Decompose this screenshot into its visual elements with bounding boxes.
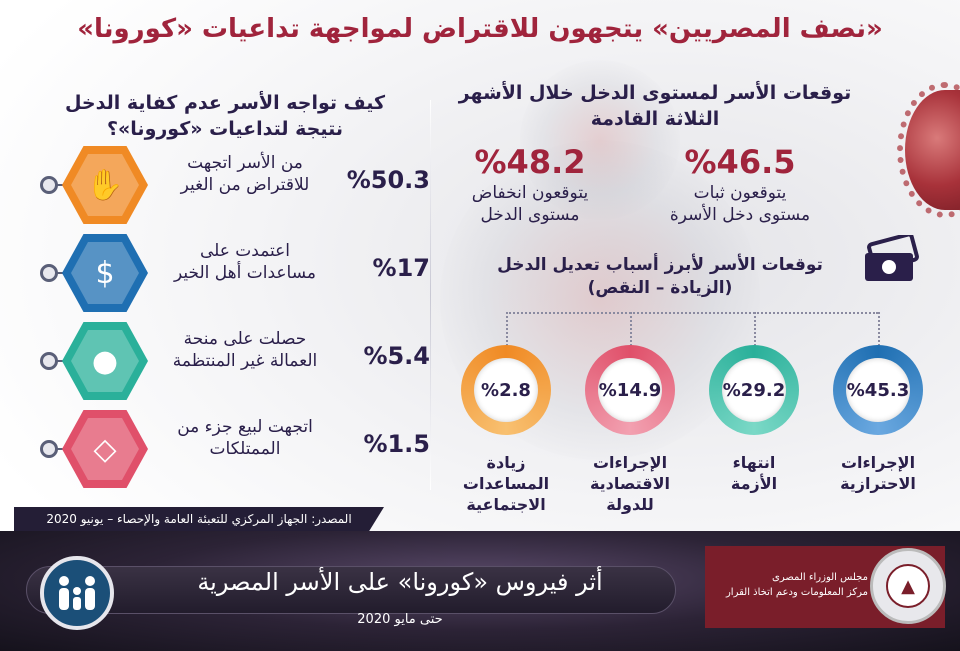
item-caption-line2: الممتلكات (209, 439, 281, 459)
list-item: ◇ اتجهت لبيع جزء من الممتلكات %1.5 (30, 404, 430, 494)
family-icon (40, 556, 114, 630)
source-note: المصدر: الجهاز المركزي للتعبئة العامة وا… (14, 507, 384, 531)
coin-hand-icon: ● (71, 330, 139, 392)
decrease-income-caption-line2: مستوى الدخل (480, 205, 580, 225)
reason-caption: الإجراءات الاحترازية (818, 452, 938, 494)
reason-percentage: %45.3 (846, 358, 910, 422)
list-item: ✋ من الأسر اتجهت للاقتراض من الغير %50.3 (30, 140, 430, 230)
reason-circle: %45.3 (833, 345, 923, 435)
reason-caption: الإجراءات الاقتصادية للدولة (570, 452, 690, 515)
decrease-income-caption: يتوقعون انخفاض مستوى الدخل (430, 182, 630, 226)
eagle-emblem-icon: ▲ (886, 564, 930, 608)
reason-caption: زيادة المساعدات الاجتماعية (446, 452, 566, 515)
footer-subtitle: حتى مايو 2020 (357, 612, 443, 627)
hex-badge: ✋ (40, 140, 150, 230)
item-caption-line1: اعتمدت على (199, 241, 291, 261)
list-item: $ اعتمدت على مساعدات أهل الخير %17 (30, 228, 430, 318)
reason-caption: انتهاء الأزمة (694, 452, 814, 494)
bullet-connector (56, 272, 66, 274)
decrease-income-caption-line1: يتوقعون انخفاض (471, 183, 589, 203)
virus-background-image-small (520, 60, 680, 220)
stable-income-caption-line2: مستوى دخل الأسرة (669, 205, 811, 225)
decrease-income-percentage: %48.2 (474, 143, 586, 181)
item-percentage: %5.4 (363, 342, 430, 370)
reason-caption-line3: للدولة (606, 495, 654, 514)
reason-circle: %2.8 (461, 345, 551, 435)
stable-income-caption-line1: يتوقعون ثبات (693, 183, 787, 203)
tree-connector-v (630, 312, 632, 346)
org-name-line1: مجلس الوزراء المصرى (772, 572, 868, 583)
tree-connector-v (754, 312, 756, 346)
tree-connector-v (506, 312, 508, 346)
hex-badge: ◇ (40, 404, 150, 494)
page-title: «نصف المصريين» يتجهون للاقتراض لمواجهة ت… (77, 14, 883, 44)
item-caption: اتجهت لبيع جزء من الممتلكات (150, 416, 340, 460)
item-percentage: %1.5 (363, 430, 430, 458)
stable-income-percentage: %46.5 (684, 143, 796, 181)
ring-icon: ◇ (71, 418, 139, 480)
banknotes-icon-svg (865, 235, 919, 281)
reason-caption-line2: الأزمة (730, 474, 778, 493)
stable-income-caption: يتوقعون ثبات مستوى دخل الأسرة (640, 182, 840, 226)
item-percentage: %17 (372, 254, 430, 282)
tree-connector (506, 312, 878, 314)
reason-caption-line1: زيادة (486, 453, 526, 472)
item-caption-line1: اتجهت لبيع جزء من (177, 417, 313, 437)
item-caption-line2: مساعدات أهل الخير (173, 263, 316, 283)
reason-percentage: %29.2 (722, 358, 786, 422)
bullet-connector (56, 360, 66, 362)
item-caption-line1: حصلت على منحة (183, 329, 307, 349)
reason-caption-line1: الإجراءات (840, 453, 916, 472)
footer-title-bar (26, 566, 676, 614)
item-caption-line1: من الأسر اتجهت (187, 153, 303, 173)
item-caption-line2: العمالة غير المنتظمة (172, 351, 318, 371)
reason-percentage: %2.8 (474, 358, 538, 422)
org-logo: ▲ (870, 548, 946, 624)
footer-title: أثر فيروس «كورونا» على الأسر المصرية (197, 568, 603, 596)
hex-badge: ● (40, 316, 150, 406)
hex-badge: $ (40, 228, 150, 318)
item-caption: من الأسر اتجهت للاقتراض من الغير (150, 152, 340, 196)
reason-caption-line1: انتهاء (732, 453, 776, 472)
reason-circle: %29.2 (709, 345, 799, 435)
reason-caption-line3: الاجتماعية (466, 495, 546, 514)
reason-caption-line1: الإجراءات (592, 453, 668, 472)
list-item: ● حصلت على منحة العمالة غير المنتظمة %5.… (30, 316, 430, 406)
income-expectation-title-line1: توقعات الأسر لمستوى الدخل خلال الأشهر (458, 82, 852, 104)
bullet-connector (56, 184, 66, 186)
reason-circle: %14.9 (585, 345, 675, 435)
org-name-line2: مركز المعلومات ودعم اتخاذ القرار (725, 587, 868, 598)
reasons-title: توقعات الأسر لأبرز أسباب تعديل الدخل (ال… (470, 254, 850, 300)
left-section-title-line1: كيف تواجه الأسر عدم كفاية الدخل (64, 92, 386, 114)
item-percentage: %50.3 (346, 166, 430, 194)
reason-caption-line2: الاحترازية (840, 474, 916, 493)
reason-percentage: %14.9 (598, 358, 662, 422)
left-section-title-line2: نتيجة لتداعيات «كورونا»؟ (107, 118, 343, 140)
reason-caption-line2: الاقتصادية (589, 474, 671, 493)
tree-connector-v (878, 312, 880, 346)
org-name: مجلس الوزراء المصرى مركز المعلومات ودعم … (712, 570, 868, 600)
reasons-title-line2: (الزيادة – النقص) (587, 278, 733, 298)
reasons-title-line1: توقعات الأسر لأبرز أسباب تعديل الدخل (497, 255, 823, 275)
banknotes-icon (860, 230, 920, 290)
item-caption-line2: للاقتراض من الغير (180, 175, 310, 195)
section-divider (430, 100, 431, 490)
reason-caption-line2: المساعدات (462, 474, 550, 493)
virus-image (897, 82, 960, 218)
family-icon-svg (59, 576, 95, 610)
bullet-connector (56, 448, 66, 450)
income-expectation-title-line2: الثلاثة القادمة (590, 108, 720, 130)
item-caption: اعتمدت على مساعدات أهل الخير (150, 240, 340, 284)
left-section-title: كيف تواجه الأسر عدم كفاية الدخل نتيجة لت… (40, 90, 410, 142)
item-caption: حصلت على منحة العمالة غير المنتظمة (150, 328, 340, 372)
income-expectation-title: توقعات الأسر لمستوى الدخل خلال الأشهر ال… (450, 80, 860, 132)
